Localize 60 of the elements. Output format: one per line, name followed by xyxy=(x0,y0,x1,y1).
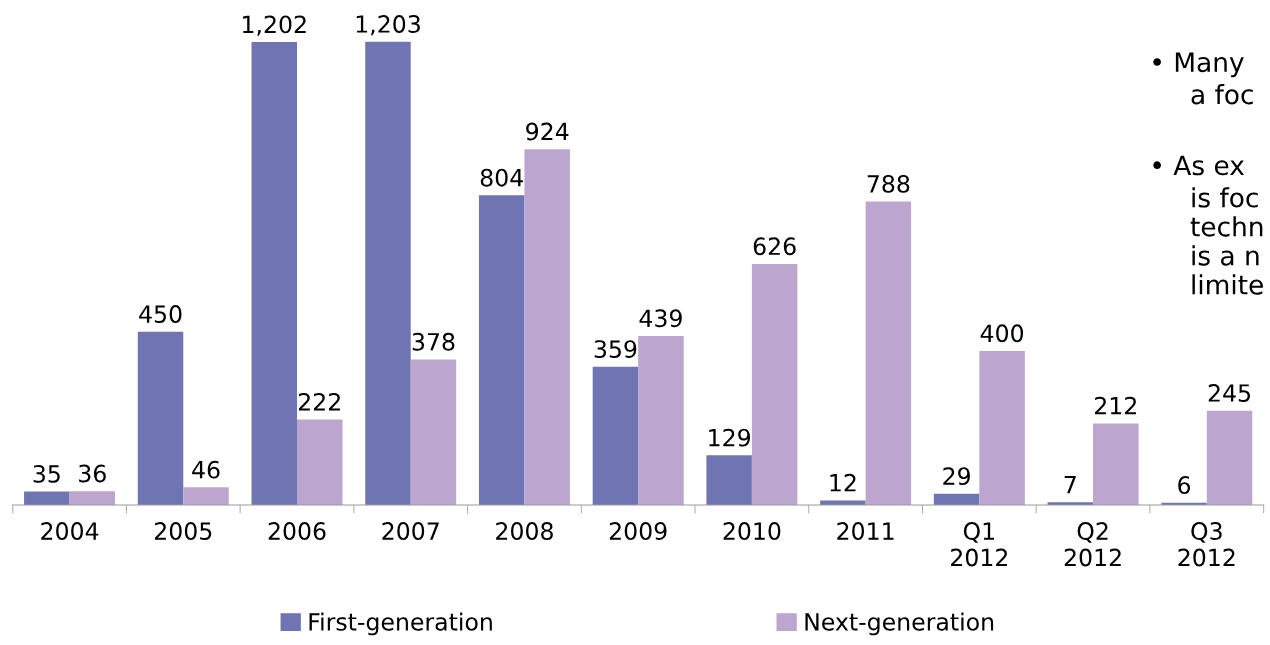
bar xyxy=(365,41,411,506)
bar xyxy=(137,331,184,506)
x-tick-label: 2007 xyxy=(382,522,439,540)
legend-label: Next-generation xyxy=(805,612,994,636)
data-label: 35 xyxy=(33,464,60,483)
x-tick-label: 2011 xyxy=(837,522,894,540)
data-label: 29 xyxy=(943,467,970,486)
bar xyxy=(410,359,457,506)
annotation: a foc xyxy=(1191,83,1253,105)
x-tick-label: Q2 2012 xyxy=(1064,522,1121,567)
annotation: is foc xyxy=(1192,187,1258,208)
bar xyxy=(183,487,229,506)
x-tick-label: 2008 xyxy=(496,522,553,540)
bar xyxy=(1206,410,1253,506)
bar xyxy=(979,350,1025,506)
bar xyxy=(524,149,570,506)
data-label: 12 xyxy=(830,473,856,492)
x-tick-label: 2010 xyxy=(723,522,781,540)
annotation: is a n xyxy=(1192,245,1259,266)
annotation: • Many xyxy=(1153,52,1244,78)
data-label: 129 xyxy=(709,428,751,447)
x-tick-label: 2009 xyxy=(609,522,667,540)
annotation: limite xyxy=(1192,274,1263,295)
bar xyxy=(297,419,343,506)
bar xyxy=(24,491,70,506)
data-label: 6 xyxy=(1178,476,1191,494)
data-label: 36 xyxy=(79,464,106,483)
data-label: 46 xyxy=(192,460,220,479)
x-tick-label: Q3 2012 xyxy=(1178,522,1235,567)
data-label: 400 xyxy=(980,324,1024,343)
data-label: 378 xyxy=(412,332,455,351)
data-label: 439 xyxy=(639,309,682,328)
data-label: 212 xyxy=(1095,396,1136,415)
annotation: techn xyxy=(1190,216,1263,237)
bar xyxy=(592,366,639,506)
x-tick-label: 2004 xyxy=(41,522,99,540)
data-label: 450 xyxy=(139,305,182,323)
legend-label: First-generation xyxy=(309,612,492,636)
data-label: 1,203 xyxy=(356,15,420,36)
data-label: 7 xyxy=(1064,476,1076,494)
data-label: 1,202 xyxy=(243,15,306,36)
data-label: 359 xyxy=(594,340,637,359)
data-label: 788 xyxy=(867,174,910,193)
annotation: • As ex xyxy=(1153,155,1245,176)
bar xyxy=(1093,423,1139,506)
x-tick-label: Q1 2012 xyxy=(951,522,1008,567)
x-tick-label: 2005 xyxy=(154,522,212,540)
bar xyxy=(251,42,298,506)
bar xyxy=(69,491,116,506)
data-label: 804 xyxy=(480,168,523,187)
data-label: 924 xyxy=(526,122,569,141)
bar xyxy=(751,263,798,506)
bar xyxy=(865,201,912,506)
bar xyxy=(706,455,752,506)
x-tick-label: 2006 xyxy=(268,522,326,540)
data-label: 245 xyxy=(1208,384,1250,402)
bar xyxy=(638,335,684,506)
data-label: 222 xyxy=(298,392,340,411)
data-label: 626 xyxy=(753,237,796,256)
bar xyxy=(478,195,525,506)
